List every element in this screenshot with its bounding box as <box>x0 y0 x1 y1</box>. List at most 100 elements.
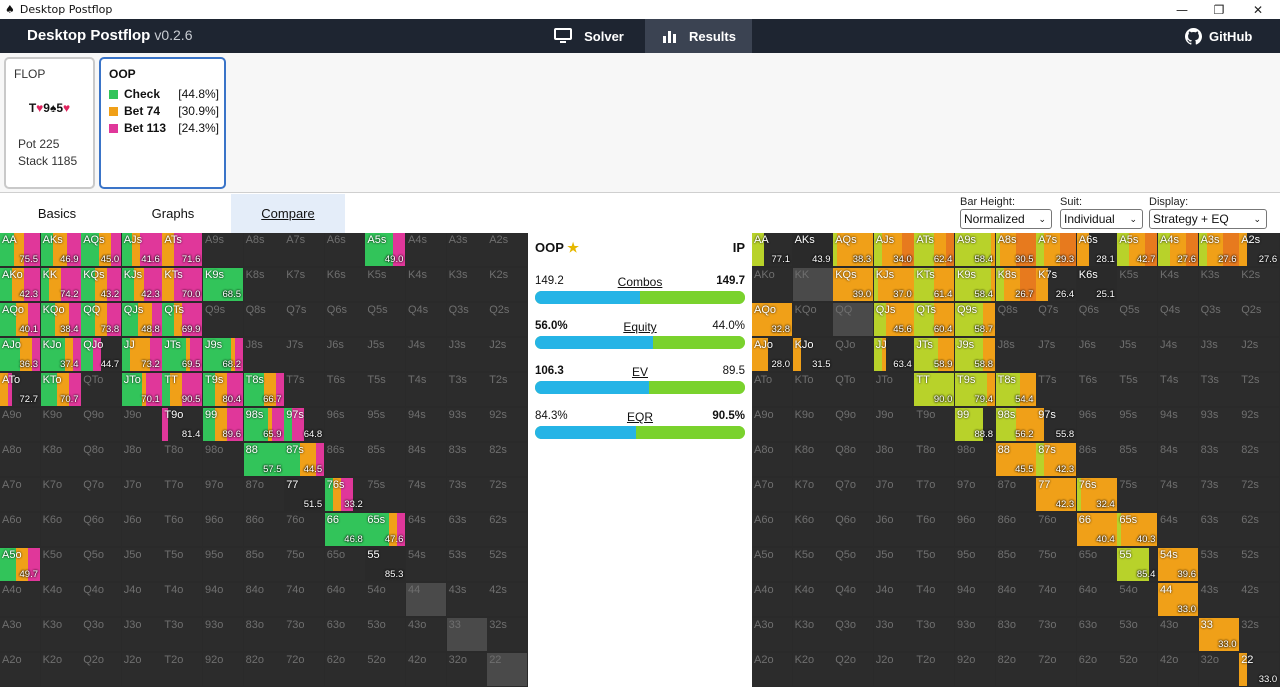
ip-hand-cell[interactable]: QJo <box>833 338 874 371</box>
ip-hand-cell[interactable]: ATo <box>752 373 792 406</box>
oop-hand-cell[interactable]: 86s <box>324 443 365 476</box>
oop-hand-cell[interactable]: 83o <box>243 618 284 651</box>
ip-hand-cell[interactable]: J9o <box>873 408 914 441</box>
nav-tab-solver[interactable]: Solver <box>533 19 645 53</box>
oop-hand-cell[interactable]: 92s <box>487 408 528 441</box>
ip-hand-cell[interactable]: 54s 39.6 <box>1158 548 1198 581</box>
oop-hand-cell[interactable]: T3s <box>446 373 487 406</box>
ip-hand-cell[interactable]: A2s 27.6 <box>1239 233 1280 266</box>
nav-tab-results[interactable]: Results <box>645 19 752 53</box>
ip-hand-cell[interactable]: Q6o <box>833 513 874 546</box>
oop-hand-cell[interactable]: Q5o <box>81 548 122 581</box>
ip-hand-cell[interactable]: T8o <box>914 443 955 476</box>
oop-hand-cell[interactable]: 75s <box>365 478 406 511</box>
oop-hand-cell[interactable]: J6o <box>121 513 162 546</box>
ip-hand-cell[interactable]: J6s <box>1076 338 1117 371</box>
oop-hand-cell[interactable]: A3s <box>446 233 487 266</box>
oop-hand-cell[interactable]: 83s <box>446 443 487 476</box>
ip-hand-cell[interactable]: J5s <box>1117 338 1158 371</box>
oop-hand-cell[interactable]: T5s <box>365 373 406 406</box>
oop-hand-cell[interactable]: Q8o <box>81 443 122 476</box>
oop-hand-cell[interactable]: QQ 73.8 <box>81 303 122 336</box>
ip-hand-cell[interactable]: 99 88.8 <box>955 408 995 441</box>
ip-hand-cell[interactable]: 43s <box>1198 583 1239 616</box>
oop-hand-cell[interactable]: 52o <box>365 653 406 686</box>
oop-hand-cell[interactable]: A4o <box>0 583 40 616</box>
ip-hand-cell[interactable]: J3s <box>1198 338 1239 371</box>
oop-hand-cell[interactable]: KJs 42.3 <box>121 268 162 301</box>
oop-hand-cell[interactable]: 64s <box>406 513 446 546</box>
ip-hand-cell[interactable]: A6s 28.1 <box>1076 233 1117 266</box>
ip-hand-cell[interactable]: 93s <box>1198 408 1239 441</box>
ip-hand-cell[interactable]: 75s <box>1117 478 1158 511</box>
oop-hand-cell[interactable]: Q6o <box>81 513 122 546</box>
oop-hand-cell[interactable]: K9s 68.5 <box>203 268 243 301</box>
oop-hand-cell[interactable]: 87o <box>243 478 284 511</box>
oop-hand-cell[interactable]: 98s 65.9 <box>243 408 284 441</box>
oop-hand-cell[interactable]: Q6s <box>324 303 365 336</box>
ip-hand-cell[interactable]: K5o <box>792 548 833 581</box>
ip-hand-cell[interactable]: Q4s <box>1158 303 1198 336</box>
oop-hand-cell[interactable]: K7s <box>284 268 325 301</box>
oop-hand-cell[interactable]: TT 90.5 <box>162 373 203 406</box>
oop-hand-cell[interactable]: 42o <box>406 653 446 686</box>
tab-graphs[interactable]: Graphs <box>151 206 195 221</box>
ip-hand-cell[interactable]: T7o <box>914 478 955 511</box>
ip-hand-cell[interactable]: T8s 54.4 <box>995 373 1036 406</box>
oop-hand-cell[interactable]: 95s <box>365 408 406 441</box>
ip-hand-cell[interactable]: T3o <box>914 618 955 651</box>
ip-hand-cell[interactable]: KK <box>792 268 833 301</box>
ip-hand-cell[interactable]: T4s <box>1158 373 1198 406</box>
ip-hand-cell[interactable]: 74o <box>1036 583 1077 616</box>
oop-hand-cell[interactable]: A9s <box>203 233 243 266</box>
ip-hand-cell[interactable]: 82s <box>1239 443 1280 476</box>
ip-hand-cell[interactable]: Q2s <box>1239 303 1280 336</box>
ip-hand-cell[interactable]: 98s 56.2 <box>995 408 1036 441</box>
ip-hand-cell[interactable]: 85s <box>1117 443 1158 476</box>
ip-hand-cell[interactable]: 93o <box>955 618 995 651</box>
ip-hand-cell[interactable]: 43o <box>1158 618 1198 651</box>
oop-hand-cell[interactable]: 76o <box>284 513 325 546</box>
ip-hand-cell[interactable]: A4s 27.6 <box>1158 233 1198 266</box>
oop-hand-cell[interactable]: K2s <box>487 268 528 301</box>
ip-hand-cell[interactable]: T3s <box>1198 373 1239 406</box>
oop-hand-cell[interactable]: 94o <box>203 583 243 616</box>
ip-hand-cell[interactable]: T6o <box>914 513 955 546</box>
oop-hand-cell[interactable]: A5s 49.0 <box>365 233 406 266</box>
ip-hand-cell[interactable]: 82o <box>995 653 1036 686</box>
ip-hand-cell[interactable]: TT 90.0 <box>914 373 955 406</box>
oop-hand-cell[interactable]: 84o <box>243 583 284 616</box>
oop-hand-cell[interactable]: J6s <box>324 338 365 371</box>
ip-hand-cell[interactable]: 66 40.4 <box>1076 513 1117 546</box>
ip-hand-cell[interactable]: 55 85.4 <box>1117 548 1158 581</box>
ip-hand-cell[interactable]: 85o <box>995 548 1036 581</box>
oop-hand-cell[interactable]: J7s <box>284 338 325 371</box>
oop-hand-cell[interactable]: JJ 73.2 <box>121 338 162 371</box>
oop-hand-cell[interactable]: T2o <box>162 653 203 686</box>
ip-hand-cell[interactable]: QTo <box>833 373 874 406</box>
oop-hand-cell[interactable]: 55 85.3 <box>365 548 406 581</box>
oop-hand-cell[interactable]: A7s <box>284 233 325 266</box>
oop-hand-cell[interactable]: A2s <box>487 233 528 266</box>
oop-hand-cell[interactable]: 43s <box>446 583 487 616</box>
ip-hand-cell[interactable]: T7s <box>1036 373 1077 406</box>
ip-hand-cell[interactable]: A7s 29.3 <box>1036 233 1077 266</box>
oop-hand-cell[interactable]: 87s 44.5 <box>284 443 325 476</box>
oop-hand-cell[interactable]: QJs 48.8 <box>121 303 162 336</box>
ip-hand-cell[interactable]: K3o <box>792 618 833 651</box>
oop-hand-cell[interactable]: 62s <box>487 513 528 546</box>
ip-hand-cell[interactable]: 95o <box>955 548 995 581</box>
ip-hand-cell[interactable]: K8s 26.7 <box>995 268 1036 301</box>
ip-hand-cell[interactable]: K8o <box>792 443 833 476</box>
ip-hand-cell[interactable]: 96s <box>1076 408 1117 441</box>
oop-hand-cell[interactable]: 43o <box>406 618 446 651</box>
ip-hand-cell[interactable]: 76s 32.4 <box>1076 478 1117 511</box>
oop-hand-cell[interactable]: 32s <box>487 618 528 651</box>
action-check[interactable]: Check [44.8%] <box>109 87 219 101</box>
ip-hand-cell[interactable]: A2o <box>752 653 792 686</box>
ip-hand-cell[interactable]: KQo <box>792 303 833 336</box>
ip-hand-cell[interactable]: 97s 55.8 <box>1036 408 1077 441</box>
oop-hand-cell[interactable]: 54s <box>406 548 446 581</box>
oop-hand-cell[interactable]: 97s 64.8 <box>284 408 325 441</box>
oop-hand-cell[interactable]: QTo <box>81 373 122 406</box>
